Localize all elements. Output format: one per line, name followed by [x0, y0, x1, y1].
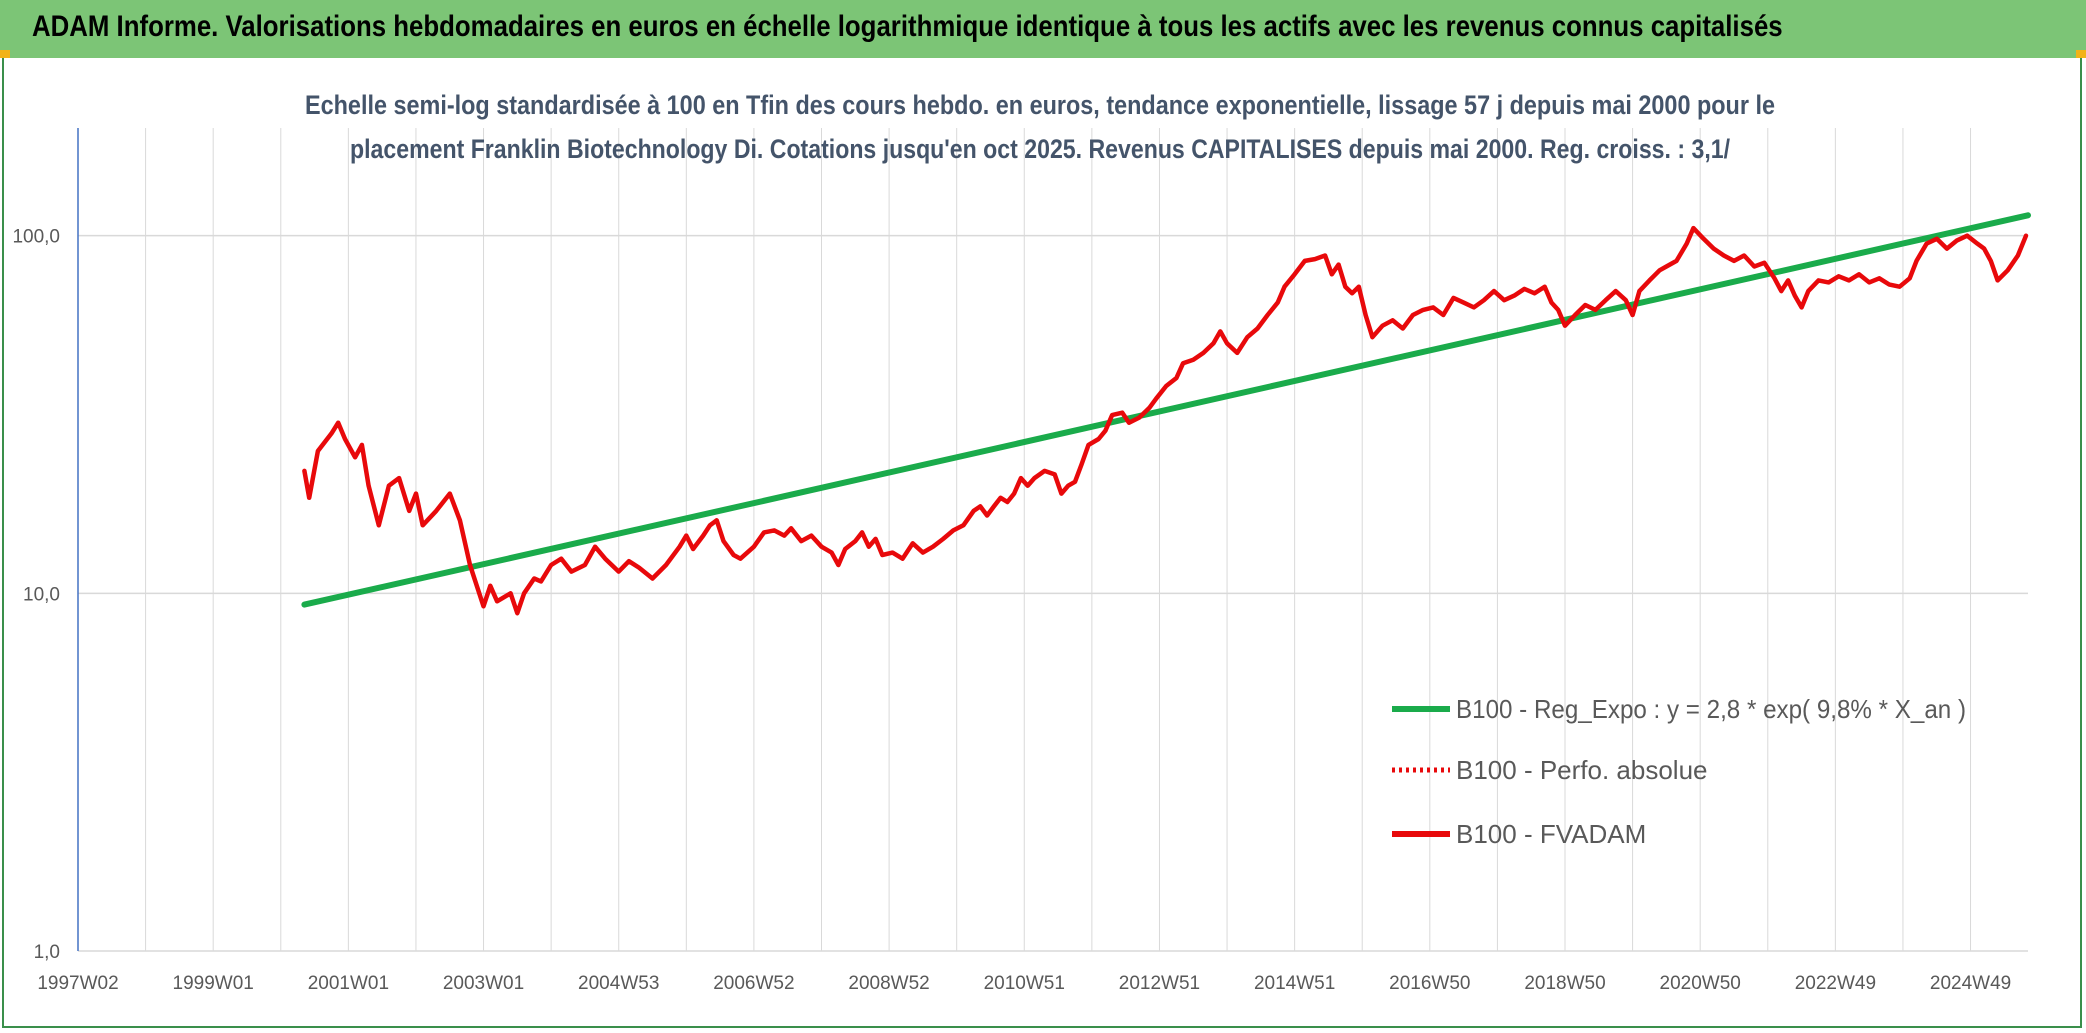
- x-tick-label: 2001W01: [308, 973, 389, 994]
- x-tick-label: 2010W51: [984, 973, 1065, 994]
- x-tick-label: 2012W51: [1119, 973, 1200, 994]
- x-tick-label: 1997W02: [37, 973, 118, 994]
- series-line-fvadam: [302, 225, 2029, 616]
- corner-mark-right: [2076, 50, 2086, 58]
- x-tick-label: 2006W52: [713, 973, 794, 994]
- corner-mark-left: [0, 50, 10, 58]
- y-tick-label: 1,0: [34, 942, 60, 963]
- y-tick-label: 10,0: [23, 584, 60, 605]
- x-tick-label: 2022W49: [1795, 973, 1876, 994]
- legend-label-perfo-absolue: B100 - Perfo. absolue: [1456, 755, 1708, 785]
- y-tick-labels: 1,0 10,0 100,0: [12, 227, 60, 963]
- x-tick-label: 2024W49: [1930, 973, 2011, 994]
- chart-title-line-2: placement Franklin Biotechnology Di. Cot…: [350, 134, 1730, 164]
- report-title: ADAM Informe. Valorisations hebdomadaire…: [32, 10, 1783, 43]
- chart-frame: [2, 58, 2082, 1028]
- x-tick-label: 2014W51: [1254, 973, 1335, 994]
- major-gridlines: [78, 234, 2028, 952]
- x-tick-label: 2004W53: [578, 973, 659, 994]
- series-lines: [301, 212, 2031, 616]
- x-tick-label: 1999W01: [173, 973, 254, 994]
- minor-gridlines: [77, 128, 1972, 951]
- x-tick-label: 2018W50: [1524, 973, 1605, 994]
- header-banner: ADAM Informe. Valorisations hebdomadaire…: [0, 0, 2086, 58]
- x-tick-label: 2016W50: [1389, 973, 1470, 994]
- x-tick-label: 2020W50: [1660, 973, 1741, 994]
- y-tick-label: 100,0: [12, 227, 60, 248]
- x-tick-labels: 1997W02 1999W01 2001W01 2003W01 2004W53 2006W…: [37, 973, 2011, 994]
- legend-label-reg-expo: B100 - Reg_Expo : y = 2,8 * exp( 9,8% * …: [1456, 694, 1966, 724]
- legend-label-fvadam: B100 - FVADAM: [1456, 819, 1646, 849]
- trend-line-reg-expo: [301, 212, 2031, 608]
- x-tick-label: 2008W52: [848, 973, 929, 994]
- legend: B100 - Reg_Expo : y = 2,8 * exp( 9,8% * …: [1392, 694, 1966, 849]
- chart-title-line-1: Echelle semi-log standardisée à 100 en T…: [305, 90, 1775, 120]
- x-tick-label: 2003W01: [443, 973, 524, 994]
